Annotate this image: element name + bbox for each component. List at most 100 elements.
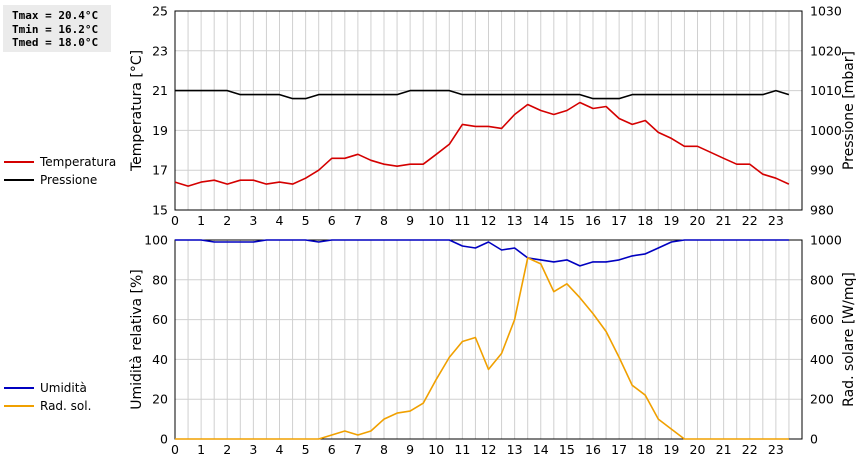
top-x-tick-label: 18 xyxy=(637,213,653,228)
legend-item-radiation: Rad. sol. xyxy=(4,397,91,415)
bottom-x-tick-label: 12 xyxy=(481,442,497,457)
bottom-y2-tick-label: 1000 xyxy=(810,233,842,248)
legend-item-pressure: Pressione xyxy=(4,171,116,189)
legend-swatch-humidity xyxy=(4,387,34,389)
bottom-x-tick-label: 3 xyxy=(249,442,257,457)
legend-item-temperature: Temperatura xyxy=(4,153,116,171)
bottom-y2-tick-label: 800 xyxy=(810,272,834,287)
series-line-radiation xyxy=(175,257,789,440)
legend-swatch-radiation xyxy=(4,405,34,407)
top-x-tick-label: 0 xyxy=(171,213,179,228)
top-x-tick-label: 14 xyxy=(533,213,549,228)
legend-bottom: Umidità Rad. sol. xyxy=(4,379,91,415)
top-y2-tick-label: 1020 xyxy=(810,43,842,58)
legend-label-temperature: Temperatura xyxy=(40,155,117,169)
top-y-tick-label: 21 xyxy=(152,83,168,98)
top-x-tick-label: 8 xyxy=(380,213,388,228)
bottom-y-tick-label: 0 xyxy=(160,432,168,447)
top-x-tick-label: 19 xyxy=(663,213,679,228)
bottom-x-tick-label: 14 xyxy=(533,442,549,457)
bottom-x-tick-label: 0 xyxy=(171,442,179,457)
bottom-y2-tick-label: 600 xyxy=(810,312,834,327)
top-x-tick-label: 10 xyxy=(428,213,444,228)
top-y-tick-label: 15 xyxy=(152,203,168,218)
bottom-y2-axis-title: Rad. solare [W/mq] xyxy=(841,272,857,407)
bottom-x-tick-label: 9 xyxy=(406,442,414,457)
series-line-humidity xyxy=(175,239,789,267)
top-y-tick-label: 19 xyxy=(152,123,168,138)
top-x-tick-label: 12 xyxy=(481,213,497,228)
top-y2-tick-label: 1010 xyxy=(810,83,842,98)
bottom-y2-tick-label: 0 xyxy=(810,432,818,447)
bottom-y-tick-label: 20 xyxy=(152,392,168,407)
top-y-tick-label: 25 xyxy=(152,4,168,19)
bottom-y-tick-label: 80 xyxy=(152,272,168,287)
bottom-y-tick-label: 100 xyxy=(144,233,168,248)
bottom-x-tick-label: 19 xyxy=(663,442,679,457)
top-x-tick-label: 20 xyxy=(690,213,706,228)
bottom-x-tick-label: 18 xyxy=(637,442,653,457)
bottom-y-axis-title: Umidità relativa [%] xyxy=(129,269,145,410)
top-x-tick-label: 9 xyxy=(406,213,414,228)
top-plot-frame xyxy=(174,10,803,211)
top-x-tick-label: 5 xyxy=(302,213,310,228)
bottom-x-tick-label: 4 xyxy=(276,442,284,457)
bottom-x-tick-label: 10 xyxy=(428,442,444,457)
top-y-tick-label: 17 xyxy=(152,163,168,178)
top-y2-axis-title: Pressione [mbar] xyxy=(841,51,857,170)
legend-item-humidity: Umidità xyxy=(4,379,91,397)
bottom-x-tick-label: 23 xyxy=(768,442,784,457)
legend-swatch-pressure xyxy=(4,179,34,181)
top-x-tick-label: 15 xyxy=(559,213,575,228)
top-x-tick-label: 1 xyxy=(197,213,205,228)
top-y2-tick-label: 1000 xyxy=(810,123,842,138)
stat-tmed: Tmed = 18.0°C xyxy=(12,36,99,49)
top-x-tick-label: 13 xyxy=(507,213,523,228)
legend-label-humidity: Umidità xyxy=(40,381,87,395)
stat-tmax: Tmax = 20.4°C xyxy=(12,9,99,22)
top-x-tick-label: 7 xyxy=(354,213,362,228)
bottom-x-tick-label: 22 xyxy=(742,442,758,457)
series-line-temperature xyxy=(174,101,790,187)
bottom-x-tick-label: 11 xyxy=(454,442,470,457)
stats-box: Tmax = 20.4°C Tmin = 16.2°C Tmed = 18.0°… xyxy=(3,5,111,52)
top-x-tick-label: 2 xyxy=(223,213,231,228)
legend-swatch-temperature xyxy=(4,161,34,163)
top-x-tick-label: 22 xyxy=(742,213,758,228)
legend-label-radiation: Rad. sol. xyxy=(40,399,92,413)
bottom-x-tick-label: 6 xyxy=(328,442,336,457)
stat-tmin: Tmin = 16.2°C xyxy=(12,22,99,36)
bottom-plot-frame xyxy=(174,239,803,440)
top-x-tick-label: 23 xyxy=(768,213,784,228)
top-x-tick-label: 4 xyxy=(276,213,284,228)
bottom-y-tick-label: 60 xyxy=(152,312,168,327)
top-x-tick-label: 3 xyxy=(249,213,257,228)
top-y2-tick-label: 980 xyxy=(810,203,834,218)
legend-top: Temperatura Pressione xyxy=(4,153,116,189)
top-y2-tick-label: 1030 xyxy=(810,4,842,19)
bottom-x-tick-label: 13 xyxy=(507,442,523,457)
series-line-pressure xyxy=(175,89,790,100)
bottom-y2-tick-label: 200 xyxy=(810,392,834,407)
bottom-x-tick-label: 1 xyxy=(197,442,205,457)
top-y-axis-title: Temperatura [°C] xyxy=(129,50,145,172)
bottom-x-tick-label: 7 xyxy=(354,442,362,457)
top-x-tick-label: 11 xyxy=(454,213,470,228)
top-x-tick-label: 21 xyxy=(716,213,732,228)
bottom-x-tick-label: 16 xyxy=(585,442,601,457)
top-y2-tick-label: 990 xyxy=(810,163,834,178)
bottom-x-tick-label: 17 xyxy=(611,442,627,457)
bottom-y2-tick-label: 400 xyxy=(810,352,834,367)
bottom-x-tick-label: 8 xyxy=(380,442,388,457)
top-x-tick-label: 17 xyxy=(611,213,627,228)
legend-label-pressure: Pressione xyxy=(40,173,98,187)
top-x-tick-label: 6 xyxy=(328,213,336,228)
top-y-tick-label: 23 xyxy=(152,43,168,58)
top-x-tick-label: 16 xyxy=(585,213,601,228)
bottom-x-tick-label: 2 xyxy=(223,442,231,457)
bottom-y-tick-label: 40 xyxy=(152,352,168,367)
bottom-x-tick-label: 15 xyxy=(559,442,575,457)
bottom-x-tick-label: 21 xyxy=(716,442,732,457)
bottom-x-tick-label: 5 xyxy=(302,442,310,457)
